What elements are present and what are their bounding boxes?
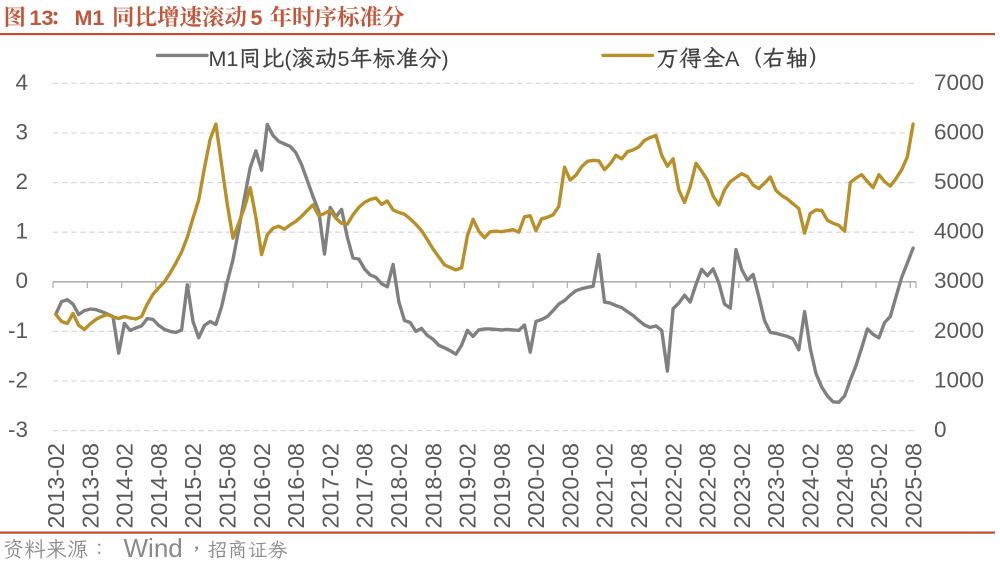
- svg-text:3: 3: [15, 119, 28, 144]
- svg-text:-3: -3: [8, 417, 28, 442]
- svg-text:2013-08: 2013-08: [77, 443, 103, 529]
- svg-text:5000: 5000: [934, 169, 984, 194]
- svg-text:4: 4: [15, 70, 28, 95]
- svg-text:2014-02: 2014-02: [112, 443, 138, 529]
- svg-text:2016-08: 2016-08: [283, 443, 309, 529]
- svg-text:0: 0: [15, 268, 28, 293]
- svg-text:2025-02: 2025-02: [866, 443, 892, 529]
- svg-text:2017-02: 2017-02: [317, 443, 343, 529]
- svg-text:1000: 1000: [934, 367, 984, 392]
- svg-text:-1: -1: [8, 318, 28, 343]
- svg-text:5: 5: [251, 6, 263, 30]
- svg-text:): ): [442, 47, 449, 71]
- svg-text:2022-08: 2022-08: [695, 443, 721, 529]
- svg-text:2024-02: 2024-02: [798, 443, 824, 529]
- svg-text:2021-08: 2021-08: [626, 443, 652, 529]
- svg-text:2019-08: 2019-08: [489, 443, 515, 529]
- svg-text:Wind: Wind: [124, 533, 183, 563]
- svg-text:2023-08: 2023-08: [763, 443, 789, 529]
- svg-text:0: 0: [934, 417, 947, 442]
- svg-text:2020-08: 2020-08: [557, 443, 583, 529]
- svg-text:2020-02: 2020-02: [523, 443, 549, 529]
- svg-text:2018-02: 2018-02: [386, 443, 412, 529]
- svg-text:2021-02: 2021-02: [592, 443, 618, 529]
- svg-text:2013-02: 2013-02: [43, 443, 69, 529]
- svg-text:2015-02: 2015-02: [180, 443, 206, 529]
- svg-text:2000: 2000: [934, 318, 984, 343]
- svg-text:2022-02: 2022-02: [660, 443, 686, 529]
- svg-text:6000: 6000: [934, 119, 984, 144]
- svg-text:2023-02: 2023-02: [729, 443, 755, 529]
- svg-text:4000: 4000: [934, 219, 984, 244]
- svg-text:5: 5: [338, 47, 350, 71]
- svg-text:M1: M1: [75, 6, 105, 30]
- svg-text:-2: -2: [8, 367, 28, 392]
- svg-text:A: A: [725, 47, 740, 71]
- svg-text:2016-02: 2016-02: [249, 443, 275, 529]
- svg-text:2018-08: 2018-08: [420, 443, 446, 529]
- svg-text:2025-08: 2025-08: [900, 443, 926, 529]
- svg-text:2015-08: 2015-08: [215, 443, 241, 529]
- svg-text:(: (: [284, 47, 292, 71]
- svg-text:M1: M1: [209, 47, 239, 71]
- svg-text:13: 13: [30, 6, 54, 30]
- svg-text:2019-02: 2019-02: [455, 443, 481, 529]
- svg-text:1: 1: [15, 219, 28, 244]
- svg-text:2014-08: 2014-08: [146, 443, 172, 529]
- svg-text:2024-08: 2024-08: [832, 443, 858, 529]
- svg-text:2017-08: 2017-08: [352, 443, 378, 529]
- svg-text:7000: 7000: [934, 70, 984, 95]
- svg-text:3000: 3000: [934, 268, 984, 293]
- svg-text:2: 2: [15, 169, 28, 194]
